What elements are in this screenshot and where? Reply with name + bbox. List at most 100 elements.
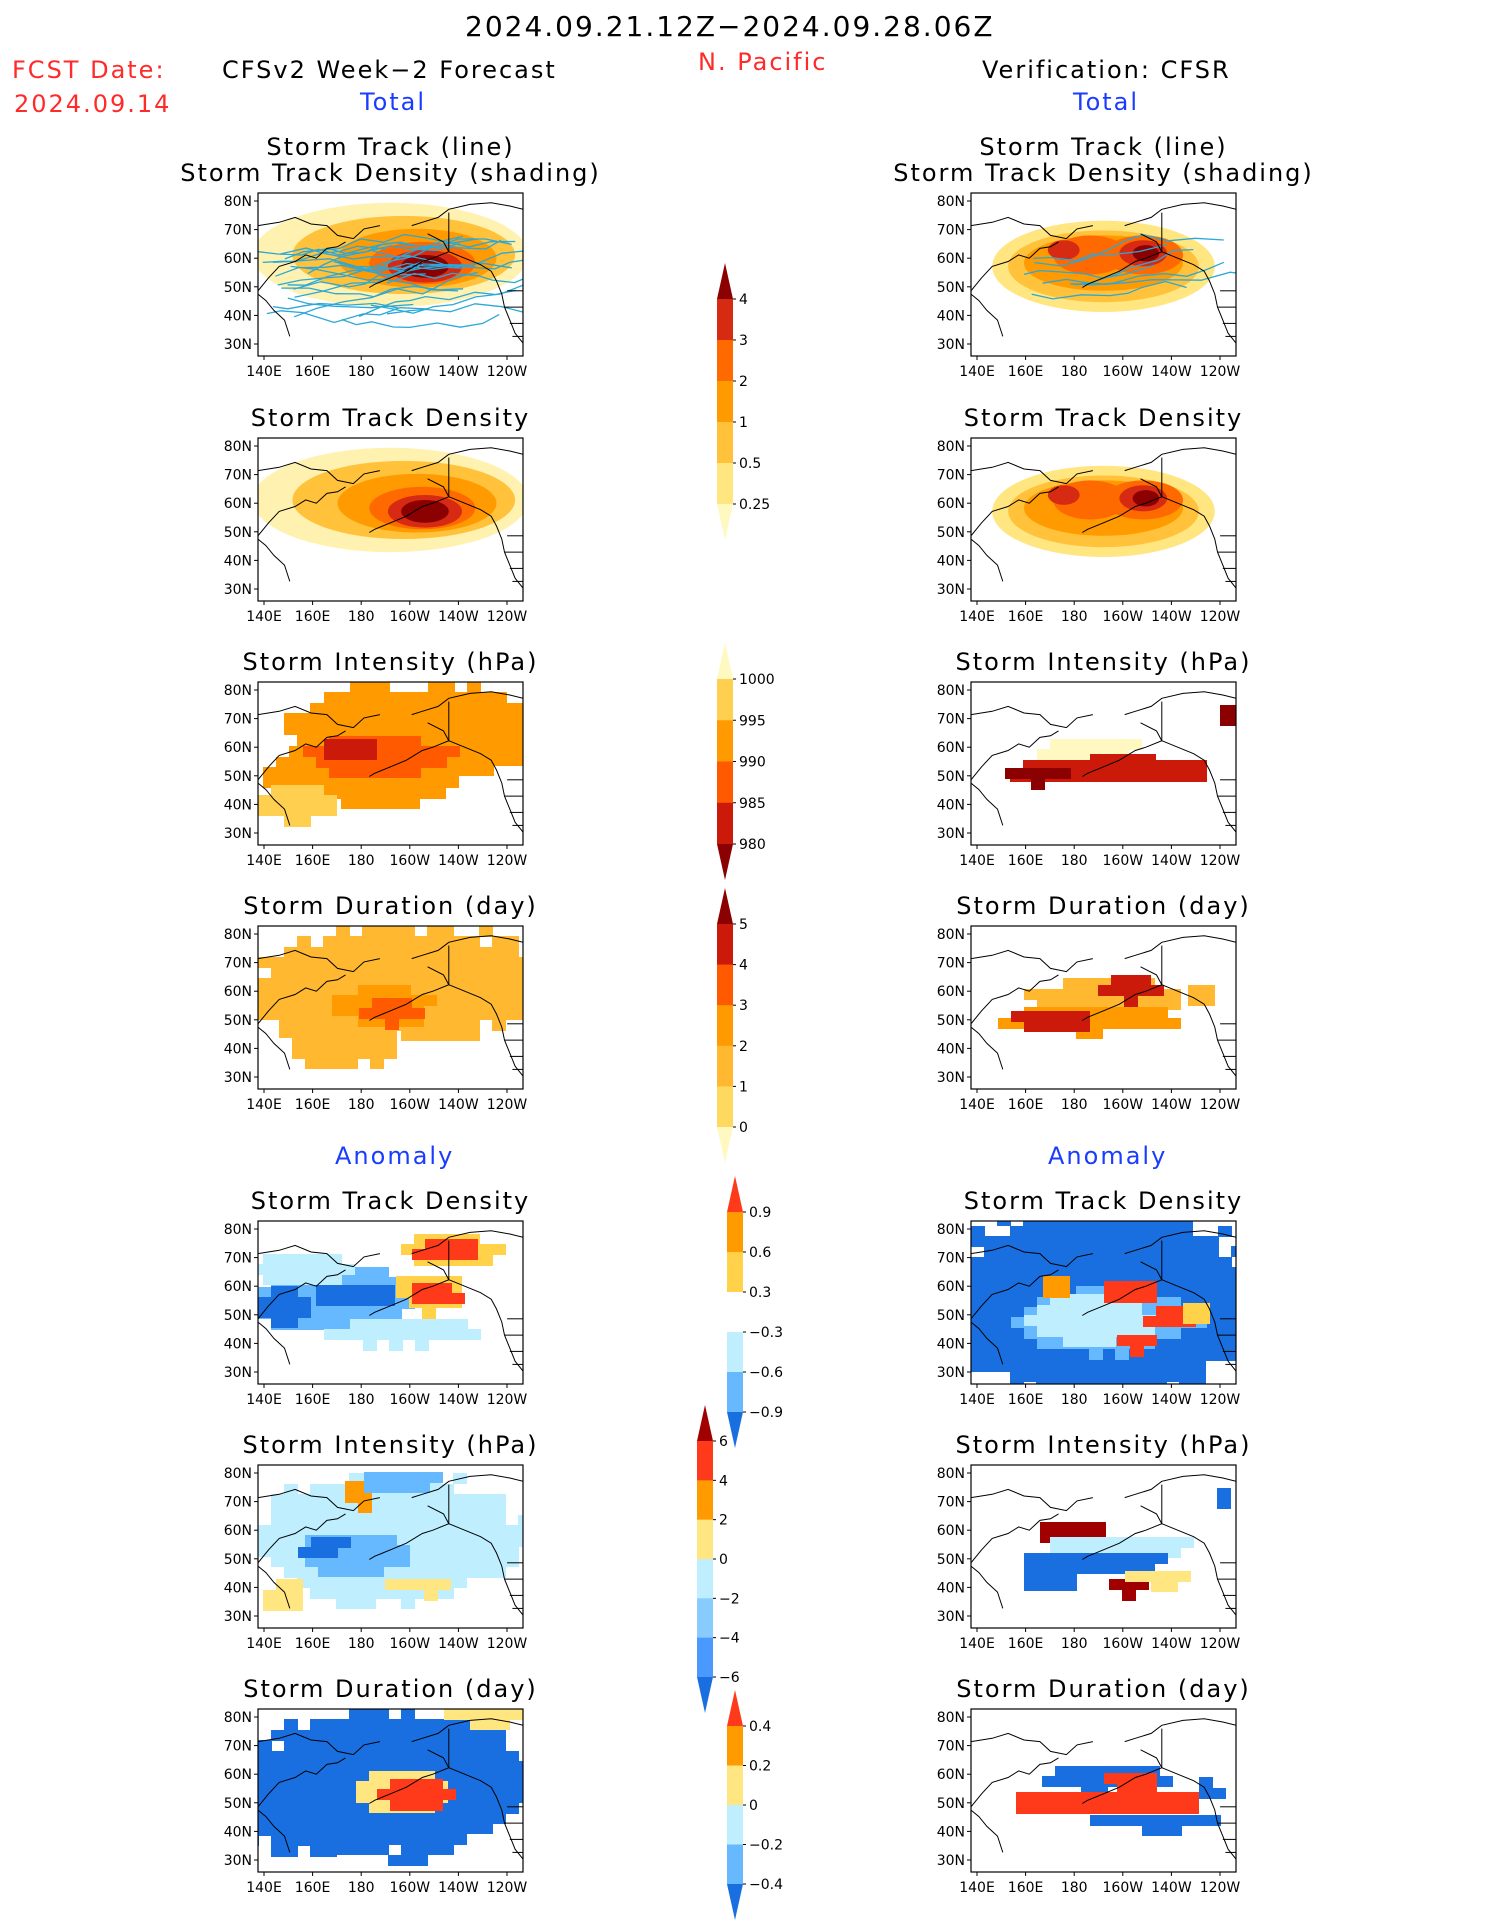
colorbar-label: 0.3 [749, 1285, 771, 1301]
lon-label: 140E [959, 364, 995, 380]
map-frame [970, 1708, 1237, 1873]
lat-label: 50N [224, 1013, 252, 1029]
lat-label: 40N [937, 1580, 965, 1596]
lat-label: 70N [937, 1495, 965, 1511]
anomaly-label-right: Anomaly [1048, 1142, 1168, 1170]
colorbar-segment [717, 1045, 733, 1087]
lat-label: 60N [937, 1767, 965, 1783]
lon-label: 160W [1103, 609, 1144, 625]
lat-label: 40N [224, 797, 252, 813]
colorbar-segment [727, 1212, 743, 1253]
colorbar-label: 1 [739, 415, 748, 431]
lat-label: 80N [937, 1222, 965, 1238]
lon-label: 140E [246, 364, 282, 380]
map-frame [257, 925, 524, 1090]
colorbar-segment [727, 1292, 743, 1333]
lat-label: 30N [937, 337, 965, 353]
panel-title: Storm Track Density [250, 404, 531, 432]
lat-label: 40N [937, 1041, 965, 1057]
lat-label: 60N [937, 1523, 965, 1539]
lon-label: 140W [1151, 1880, 1192, 1896]
lat-label: 40N [224, 308, 252, 324]
colorbar-segment [717, 888, 733, 924]
lon-label: 140E [959, 853, 995, 869]
colorbar-segment [717, 924, 733, 966]
fcst-date-value: 2024.09.14 [14, 90, 172, 118]
lat-label: 30N [224, 1853, 252, 1869]
lon-label: 180 [348, 609, 375, 625]
lat-label: 60N [224, 740, 252, 756]
lon-label: 140E [246, 853, 282, 869]
coastlines [971, 691, 1236, 833]
colorbar-segment [717, 761, 733, 804]
colorbar-label: 4 [739, 958, 748, 974]
lat-label: 50N [224, 280, 252, 296]
lon-label: 160E [295, 364, 331, 380]
total-label-right: Total [1073, 88, 1140, 116]
colorbar-segment [697, 1677, 713, 1713]
panel-title: Storm Track (line) [979, 133, 1228, 161]
coastlines [258, 1230, 523, 1372]
lon-label: 140W [438, 1880, 479, 1896]
lat-label: 40N [224, 1336, 252, 1352]
map-frame [257, 1220, 524, 1385]
colorbar-segment [717, 1127, 733, 1163]
lon-label: 120W [1200, 1392, 1241, 1408]
lon-label: 160E [295, 1097, 331, 1113]
lon-label: 140E [959, 1392, 995, 1408]
map-frame [257, 681, 524, 846]
colorbar-label: −0.3 [749, 1325, 783, 1341]
lat-label: 30N [224, 1609, 252, 1625]
shaded-field [258, 926, 523, 1069]
panel-title: Storm Track Density (shading) [180, 159, 601, 187]
colorbar-segment [727, 1884, 743, 1920]
map-panel-verification-intensity-anom: Storm Intensity (hPa) 80N 70N 60N 50N 40N 30N 1… [921, 1395, 1250, 1658]
lon-label: 120W [487, 853, 528, 869]
lon-label: 140W [438, 1636, 479, 1652]
colorbar-segment [717, 1005, 733, 1047]
map-panel-forecast-density: Storm Track Density 80N 70N 60N 50N 40N 30N 140… [208, 368, 533, 631]
lat-label: 60N [937, 251, 965, 267]
colorbar-label: −0.6 [749, 1365, 783, 1381]
panel-title: Storm Duration (day) [243, 892, 538, 920]
map-panel-verification-intensity: Storm Intensity (hPa) 80N 70N 60N 50N 40N 30N 1… [921, 612, 1250, 875]
map-svg: 80N 70N 60N 50N 40N 30N 140E 160E 180 160W 140W 120… [937, 1708, 1240, 1896]
lat-label: 40N [937, 797, 965, 813]
lon-label: 160W [1103, 1880, 1144, 1896]
colorbar-label: 1 [739, 1079, 748, 1095]
lon-label: 120W [1200, 609, 1241, 625]
panel-title: Storm Intensity (hPa) [955, 1431, 1252, 1459]
lat-label: 30N [937, 582, 965, 598]
lon-label: 160W [390, 609, 431, 625]
coastlines [971, 935, 1236, 1077]
map-svg: 80N 70N 60N 50N 40N 30N 140E 160E 180 160W 140W 120… [224, 1220, 527, 1408]
lat-label: 30N [224, 826, 252, 842]
map-svg: 80N 70N 60N 50N 40N 30N 140E 160E 180 160W 140W 120… [937, 437, 1241, 625]
panel-title: Storm Intensity (hPa) [955, 648, 1252, 676]
lat-label: 80N [224, 1222, 252, 1238]
lon-label: 160W [390, 364, 431, 380]
colorbar-segment [697, 1480, 713, 1521]
lon-label: 180 [348, 1097, 375, 1113]
lon-label: 140W [1151, 1392, 1192, 1408]
colorbar-label: 4 [739, 292, 748, 308]
colorbar-label: 2 [739, 374, 748, 390]
lon-label: 160W [390, 853, 431, 869]
lat-label: 70N [224, 223, 252, 239]
lon-label: 140E [246, 1097, 282, 1113]
lat-label: 70N [224, 1739, 252, 1755]
lon-label: 140E [246, 609, 282, 625]
map-frame [257, 1464, 524, 1629]
colorbar-label: 0.5 [739, 456, 761, 472]
colorbar-segment [717, 844, 733, 880]
lat-label: 40N [937, 308, 965, 324]
lon-label: 140W [1151, 609, 1192, 625]
lon-label: 160E [295, 853, 331, 869]
colorbar-label: 6 [719, 1434, 728, 1450]
lat-label: 60N [224, 1279, 252, 1295]
shaded-field [992, 220, 1215, 312]
shaded-field [971, 1221, 1236, 1384]
colorbar-segment [727, 1844, 743, 1885]
lon-label: 120W [487, 364, 528, 380]
lat-label: 70N [937, 712, 965, 728]
